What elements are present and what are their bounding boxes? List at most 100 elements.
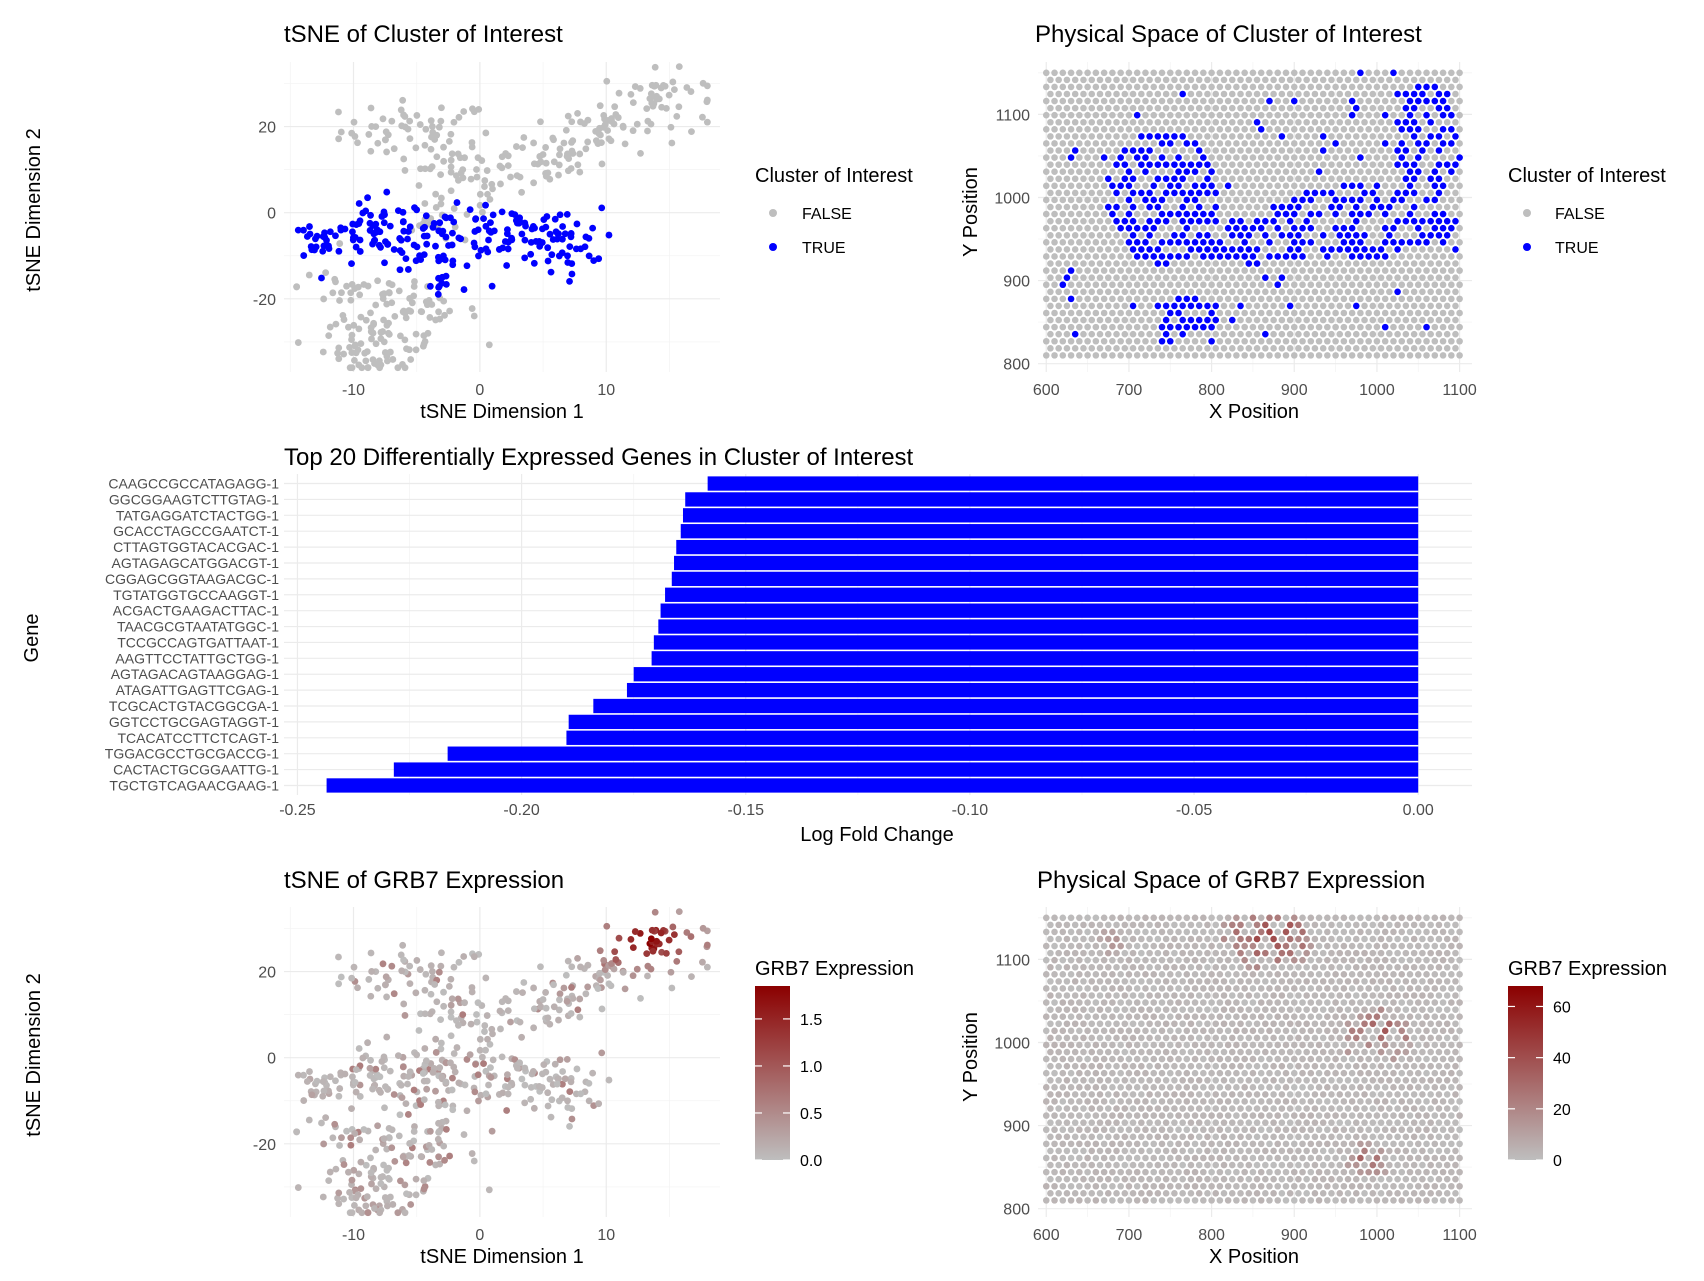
spot-point [1290, 126, 1298, 133]
spot-point [1390, 210, 1397, 218]
spot-point [1307, 1055, 1315, 1063]
spot-point [1394, 1119, 1401, 1126]
scatter-point [474, 999, 482, 1007]
spot-point [1171, 288, 1178, 296]
scatter-point [445, 982, 453, 990]
spot-point [1262, 1161, 1269, 1169]
spot-point [1146, 104, 1153, 112]
spot-point [1410, 345, 1418, 352]
spot-point [1307, 1027, 1315, 1035]
spot-point [1328, 147, 1335, 154]
spot-point [1419, 330, 1426, 338]
spot-point [1204, 161, 1211, 168]
spot-point [1381, 83, 1389, 91]
spot-point [1386, 1020, 1393, 1028]
spot-point [1357, 281, 1364, 289]
spot-point [1150, 1069, 1158, 1077]
spot-point [1216, 111, 1224, 119]
spot-point [1344, 175, 1352, 183]
scatter-point [559, 1068, 567, 1075]
spot-point [1348, 1055, 1356, 1063]
spot-point [1344, 147, 1352, 154]
spot-point [1208, 111, 1215, 119]
spot-point [1204, 1119, 1211, 1126]
spot-point [1319, 1034, 1327, 1042]
spot-point [1348, 267, 1356, 274]
spot-point [1257, 154, 1265, 161]
scatter-point [703, 963, 711, 971]
spot-point [1084, 1168, 1091, 1176]
spot-point [1047, 288, 1054, 296]
spot-point [1129, 330, 1137, 338]
spot-point [1117, 126, 1124, 133]
spot-point [1402, 1133, 1410, 1141]
spot-point [1423, 999, 1430, 1006]
spot-point [1452, 1119, 1459, 1126]
spot-point [1208, 168, 1215, 176]
spot-point [1419, 1020, 1426, 1028]
spot-point [1121, 76, 1129, 84]
spot-point [1200, 1140, 1207, 1148]
scatter-point [401, 1181, 409, 1189]
scatter-point [440, 157, 448, 165]
spot-point [1303, 330, 1310, 338]
spot-point [1187, 175, 1195, 183]
spot-point [1042, 196, 1050, 204]
spot-point [1435, 217, 1443, 225]
spot-point [1274, 1197, 1282, 1204]
spot-point [1452, 260, 1459, 267]
spot-point [1352, 1020, 1360, 1028]
spot-point [1117, 196, 1124, 204]
scatter-point [589, 224, 597, 232]
spot-point [1328, 1161, 1335, 1169]
spot-point [1059, 196, 1067, 204]
spot-point [1113, 147, 1120, 154]
spot-point [1431, 1112, 1439, 1119]
scatter-point [449, 261, 457, 269]
spot-point [1295, 161, 1302, 168]
spot-point [1307, 126, 1315, 133]
spot-point [1150, 1098, 1158, 1105]
spot-point [1439, 83, 1447, 91]
spot-point [1109, 1013, 1116, 1021]
spot-point [1228, 1161, 1236, 1169]
spot-point [1427, 302, 1434, 310]
spot-point [1348, 281, 1356, 289]
spot-point [1443, 302, 1451, 310]
spot-point [1154, 1076, 1162, 1084]
spot-point [1187, 1020, 1195, 1028]
spot-point [1154, 217, 1162, 225]
spot-point [1299, 1069, 1306, 1077]
spot-point [1394, 175, 1401, 183]
spot-point [1179, 1105, 1186, 1112]
spot-point [1274, 210, 1282, 218]
spot-point [1410, 288, 1418, 296]
spot-point [1249, 295, 1257, 303]
spot-point [1414, 1027, 1422, 1035]
spot-point [1071, 147, 1079, 154]
spot-point [1357, 323, 1364, 331]
spot-point [1439, 323, 1447, 331]
spot-point [1373, 1013, 1381, 1021]
scatter-point [537, 963, 544, 971]
scatter-point [504, 1090, 512, 1098]
spot-point [1274, 196, 1282, 204]
spot-point [1427, 231, 1434, 239]
scatter-point [375, 1086, 383, 1094]
spot-point [1344, 231, 1352, 239]
scatter-point [322, 269, 330, 277]
spot-point [1290, 1140, 1298, 1148]
spot-point [1088, 104, 1096, 112]
spot-point [1373, 1168, 1381, 1176]
spot-point [1311, 1020, 1319, 1028]
spot-point [1096, 260, 1104, 267]
spot-point [1361, 1034, 1368, 1042]
scatter-point [293, 283, 301, 291]
spot-point [1063, 1190, 1071, 1197]
spot-point [1253, 1076, 1261, 1084]
scatter-point [530, 1024, 538, 1032]
spot-point [1262, 147, 1269, 154]
spot-point [1047, 1119, 1054, 1126]
spot-point [1183, 1197, 1191, 1204]
scatter-point [699, 958, 706, 966]
